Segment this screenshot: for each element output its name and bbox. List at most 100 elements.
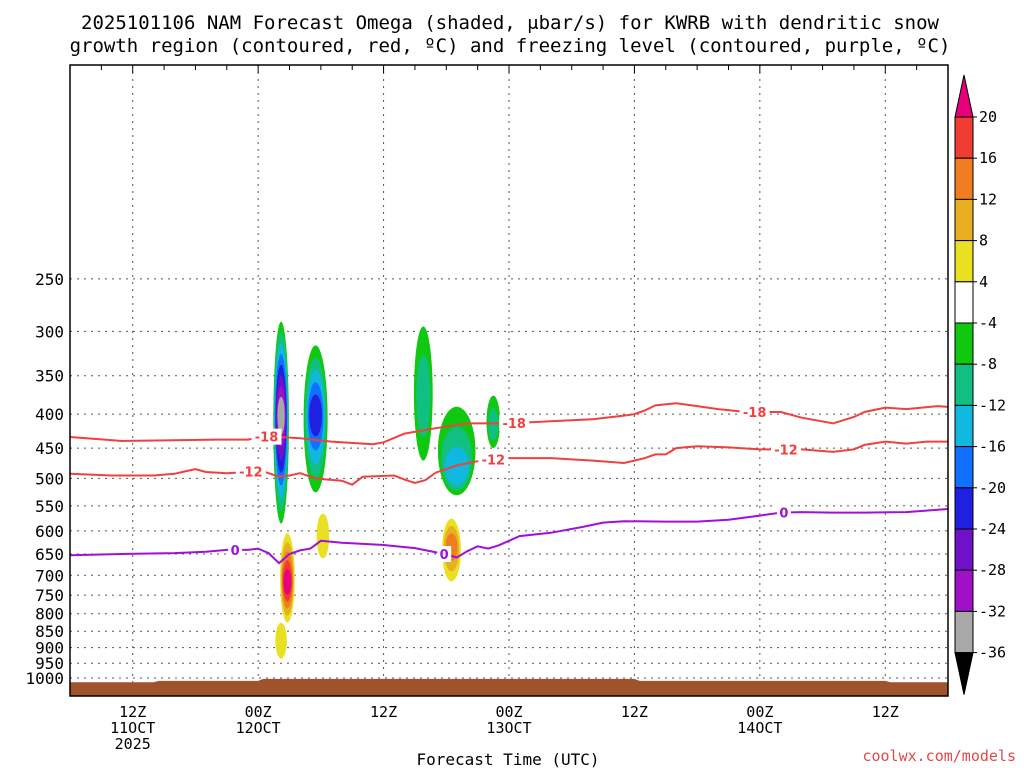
x-tick-label: 00Z (495, 703, 522, 721)
contour-label-bg (776, 504, 791, 521)
colorbar-label: 4 (979, 273, 988, 291)
x-tick-label: 13OCT (486, 719, 531, 737)
chart-title-line1: 2025101106 NAM Forecast Omega (shaded, μ… (81, 12, 939, 34)
plot-frame (69, 64, 949, 697)
omega-contour-fill (416, 354, 431, 438)
colorbar-bin (954, 569, 974, 612)
x-axis-label: Forecast Time (UTC) (416, 750, 599, 768)
y-tick-label: 700 (35, 566, 64, 585)
colorbar-bin (954, 404, 974, 448)
y-tick-label: 950 (35, 654, 64, 673)
contour-label: -18 (743, 406, 767, 421)
x-tick-label: 00Z (746, 703, 773, 721)
x-tick-label: 2025 (115, 735, 151, 753)
omega-contour-fill (283, 569, 292, 595)
contour-line (69, 402, 949, 446)
contour-label: -12 (239, 465, 263, 480)
omega-cell (413, 326, 433, 461)
colorbar-label: -16 (979, 438, 1006, 456)
contour-label: 0 (231, 544, 240, 559)
colorbar-top-arrow (954, 74, 974, 118)
colorbar-bin (954, 322, 974, 365)
credit-link[interactable]: coolwx.com/models (862, 747, 1016, 765)
chart-title-line2: growth region (contoured, red, ºC) and f… (70, 35, 951, 57)
y-tick-label: 800 (35, 605, 64, 624)
omega-cell (437, 406, 476, 496)
omega-shading-layer (273, 321, 501, 659)
contour-label-bg (251, 428, 282, 445)
colorbar-label: -28 (979, 561, 1006, 579)
x-tick-label: 12Z (370, 703, 397, 721)
colorbar-bin (954, 198, 974, 242)
colorbar-bin (954, 487, 974, 530)
contour-label: 0 (779, 507, 788, 522)
gridlines (69, 65, 949, 696)
colorbar-label: -4 (979, 314, 997, 332)
colorbar-bin (954, 240, 974, 283)
omega-cell (486, 395, 501, 448)
contour-label-bg (437, 545, 452, 562)
y-tick-label: 600 (35, 522, 64, 541)
omega-contour-fill (316, 513, 330, 559)
contour-lines-layer: -18 -18 -18 -12 -12 -12 0 0 0 (69, 402, 949, 565)
x-tick-label: 12Z (119, 703, 146, 721)
colorbar-bin (954, 610, 974, 654)
colorbar-label: 12 (979, 190, 997, 208)
colorbar-bottom-arrow (954, 652, 974, 695)
pressure-tick-labels: 2503003504004505005506006507007508008509… (25, 270, 64, 688)
y-tick-label: 650 (35, 545, 64, 564)
omega-contour-fill (277, 396, 285, 435)
colorbar-bin (954, 363, 974, 406)
omega-cell (273, 321, 289, 524)
y-tick-label: 1000 (25, 669, 64, 688)
y-tick-label: 500 (35, 469, 64, 488)
omega-contour-fill (275, 622, 287, 659)
colorbar-label: -20 (979, 479, 1006, 497)
omega-colorbar: 20 16 12 8 4 -4 -8 -12 -16 -20 -24 -28 -32 -36 (954, 74, 1006, 695)
y-tick-label: 850 (35, 622, 64, 641)
isotherm--12: -12 -12 -12 (69, 440, 948, 486)
colorbar-bin (954, 157, 974, 200)
contour-label: -12 (482, 454, 506, 469)
contour-label-bg (228, 541, 243, 558)
x-tick-label: 11OCT (110, 719, 155, 737)
colorbar-bin (954, 528, 974, 571)
contour-label: -18 (502, 417, 526, 432)
colorbar-label: 20 (979, 108, 997, 126)
y-tick-label: 250 (35, 270, 64, 289)
colorbar-bin (954, 116, 974, 159)
contour-label-bg (739, 403, 770, 420)
y-tick-label: 900 (35, 639, 64, 658)
contour-label-bg (478, 451, 509, 468)
colorbar-label: -8 (979, 355, 997, 373)
x-tick-label: 12Z (872, 703, 899, 721)
colorbar-bin (954, 281, 974, 324)
colorbar-bin (954, 446, 974, 489)
x-tick-label: 14OCT (737, 719, 782, 737)
omega-cell (280, 533, 295, 623)
colorbar-label: -36 (979, 644, 1006, 662)
contour-line (69, 508, 949, 565)
isotherm--18: -18 -18 -18 (69, 402, 949, 446)
colorbar-label: 16 (979, 149, 997, 167)
terrain-layer (70, 678, 948, 696)
x-tick-label: 12OCT (236, 719, 281, 737)
x-tick-label: 12Z (621, 703, 648, 721)
y-tick-label: 300 (35, 322, 64, 341)
y-tick-label: 550 (35, 497, 64, 516)
y-tick-label: 450 (35, 439, 64, 458)
contour-label: -12 (774, 443, 798, 458)
y-tick-label: 750 (35, 586, 64, 605)
colorbar-label: -24 (979, 520, 1006, 538)
y-tick-label: 350 (35, 367, 64, 386)
terrain-fill (70, 678, 948, 696)
x-tick-label: 00Z (245, 703, 272, 721)
contour-label: -18 (255, 431, 279, 446)
isotherm-0: 0 0 0 (69, 504, 949, 565)
omega-cell (275, 622, 287, 659)
y-tick-label: 400 (35, 405, 64, 424)
contour-label-bg (499, 415, 530, 432)
contour-label: 0 (440, 548, 449, 563)
